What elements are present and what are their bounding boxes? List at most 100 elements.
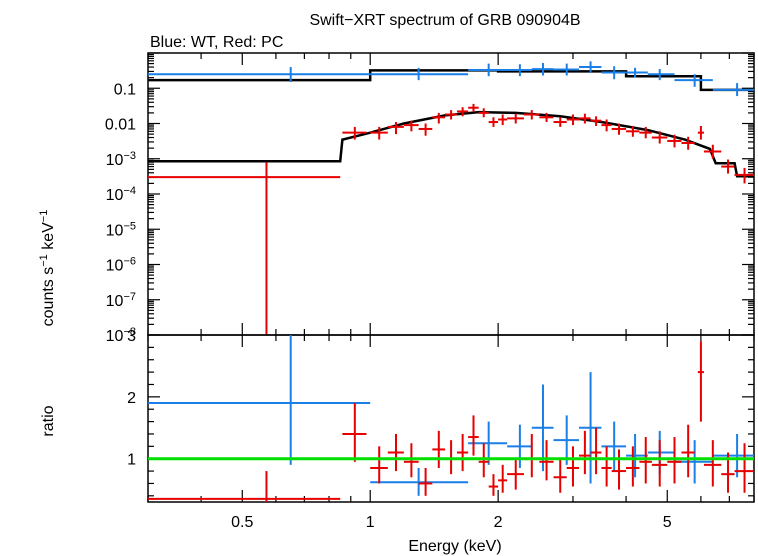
y-axis-label-ratio: ratio [40,405,57,436]
data-point-pc [498,114,508,126]
ratio-point-pc [651,440,668,487]
ratio-point-pc [403,443,419,478]
ratio-point-pc [601,446,612,487]
ratio-y-tick-label: 1 [127,452,136,469]
spectrum-y-tick-label: 10−5 [106,220,136,239]
ratio-point-wt [553,415,580,465]
data-point-pc [387,122,404,135]
data-point-pc [579,113,591,124]
spectrum-y-tick-label: 0.01 [105,117,136,134]
data-point-pc [468,103,479,113]
data-point-wt [626,67,648,78]
spectrum-y-tick-label: 10−4 [106,185,136,204]
ratio-point-pc [703,440,722,487]
data-point-pc [507,113,524,124]
data-point-pc [734,167,754,184]
data-point-pc [148,162,341,335]
ratio-point-pc [697,341,704,422]
x-axis-label: Energy (keV) [408,538,501,555]
chart-title: Swift−XRT spectrum of GRB 090904B [309,12,580,29]
data-point-pc [566,114,580,126]
data-point-pc [667,134,682,148]
ratio-panel: 1 2 3 0.5 1 2 5 [127,328,755,531]
ratio-point-pc [523,433,540,478]
data-point-pc [553,117,567,127]
ratio-point-pc [734,443,754,493]
spectrum-y-tick-label: 10−8 [106,326,136,345]
ratio-point-wt [712,433,754,478]
data-point-pc [456,107,469,117]
spectrum-y-tick-label: 10−3 [106,150,136,169]
ratio-point-pc [553,458,567,493]
spectrum-panel: 0.1 0.01 10−3 10−4 10−5 10−6 10−7 10−8 [105,52,755,345]
ratio-point-pc [579,430,591,475]
data-point-pc [523,110,540,120]
data-point-pc [342,126,367,140]
x-tick-label: 0.5 [231,514,253,531]
ratio-point-wt [531,384,554,472]
ratio-point-pc [667,437,682,484]
x-tick-label: 1 [366,514,375,531]
model-line-pc [148,110,754,178]
ratio-y-tick-label: 2 [127,390,136,407]
data-point-wt [674,74,713,87]
spectrum-y-tick-label: 10−6 [106,256,136,275]
data-point-pc [418,123,433,136]
data-point-wt [553,63,580,76]
ratio-point-pc [539,440,554,481]
spectrum-y-tick-label: 0.1 [114,81,136,98]
x-tick-label: 2 [494,514,503,531]
ratio-point-pc [488,474,499,496]
data-point-pc [697,125,704,140]
y-axis-label-main: counts s−1 keV−1 [38,210,57,327]
data-point-pc [601,119,612,132]
ratio-point-wt [370,467,469,496]
ratio-point-wt [601,421,627,472]
ratio-point-pc [566,446,580,487]
ratio-point-pc [148,471,341,502]
ratio-point-pc [468,415,479,456]
data-point-wt [601,66,627,80]
ratio-point-pc [456,433,469,472]
data-point-wt [468,63,508,77]
ratio-y-tick-label: 3 [127,328,136,345]
data-point-wt [148,67,371,83]
data-point-pc [478,108,489,118]
data-point-pc [639,126,652,139]
data-point-pc [488,117,499,127]
data-point-pc [445,110,457,120]
ratio-point-pc [507,458,524,490]
ratio-point-wt [148,335,371,465]
ratio-point-pc [445,440,457,475]
spectrum-frame [147,52,755,336]
ratio-point-pc [639,437,652,484]
data-point-wt [647,69,675,81]
data-point-pc [590,116,602,126]
ratio-point-pc [626,446,640,487]
ratio-point-wt [507,424,532,468]
ratio-point-pc [418,467,433,496]
data-point-pc [626,125,640,137]
ratio-point-pc [590,427,602,475]
data-point-wt [579,61,602,74]
ratio-point-pc [498,464,508,493]
data-point-pc [403,120,419,132]
chart-subtitle: Blue: WT, Red: PC [150,34,283,51]
data-point-pc [539,112,554,123]
ratio-point-pc [611,449,627,490]
x-tick-label: 5 [663,514,672,531]
data-point-pc [681,136,695,150]
ratio-point-pc [432,430,446,468]
ratio-point-pc [387,433,404,472]
data-point-pc [721,159,735,174]
data-point-pc [651,131,668,144]
ratio-point-pc [681,424,695,478]
ratio-point-pc [342,403,367,462]
data-point-pc [432,112,446,124]
ratio-frame [147,334,755,503]
ratio-point-wt [647,430,675,475]
spectrum-y-tick-label: 10−7 [106,291,136,310]
data-point-pc [611,123,627,135]
model-line-wt [148,69,754,92]
